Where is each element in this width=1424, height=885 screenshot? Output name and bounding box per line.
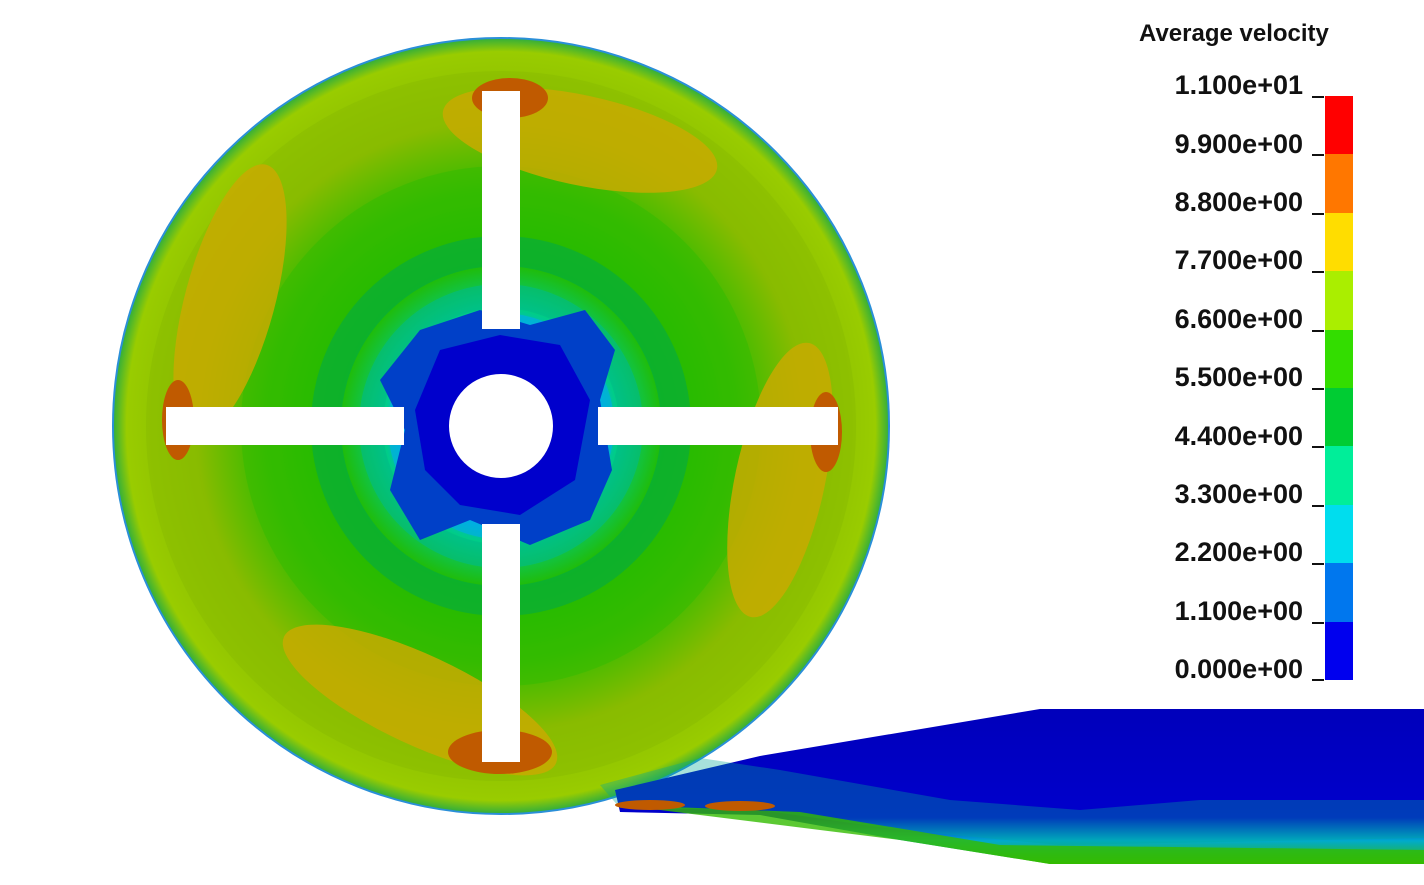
blade-top <box>482 91 520 329</box>
blade-bottom <box>482 524 520 762</box>
legend-tick-label: 0.000e+00 <box>1174 654 1303 684</box>
legend-tick-label: 9.900e+00 <box>1174 129 1303 159</box>
legend-tick-mark <box>1312 563 1324 565</box>
color-bar-segment <box>1325 622 1353 680</box>
legend-tick-mark <box>1312 388 1324 390</box>
outlet-duct <box>600 709 1424 864</box>
legend-tick-mark <box>1312 271 1324 273</box>
color-bar-segment <box>1325 563 1353 622</box>
legend-tick-mark <box>1312 330 1324 332</box>
legend-tick-label: 1.100e+01 <box>1174 70 1303 100</box>
legend-tick-label: 1.100e+00 <box>1174 596 1303 626</box>
impeller-blades <box>166 91 838 762</box>
legend-tick-mark <box>1312 96 1324 98</box>
blade-left <box>166 407 404 445</box>
legend-title: Average velocity <box>1139 20 1329 47</box>
legend-tick-mark <box>1312 213 1324 215</box>
legend-tick-label: 5.500e+00 <box>1174 362 1303 392</box>
legend-tick-label: 6.600e+00 <box>1174 304 1303 334</box>
color-bar-segment <box>1325 213 1353 272</box>
legend-tick-mark <box>1312 679 1324 681</box>
legend-tick-label: 2.200e+00 <box>1174 537 1303 567</box>
legend-tick-mark <box>1312 446 1324 448</box>
legend-tick-label: 8.800e+00 <box>1174 187 1303 217</box>
legend-tick-mark <box>1312 154 1324 156</box>
color-bar-segment <box>1325 388 1353 447</box>
color-bar-segment <box>1325 154 1353 213</box>
legend-tick-mark <box>1312 505 1324 507</box>
legend-tick-label: 4.400e+00 <box>1174 421 1303 451</box>
legend-tick-mark <box>1312 622 1324 624</box>
color-bar-segment <box>1325 96 1353 155</box>
color-bar <box>1325 96 1353 680</box>
color-bar-segment <box>1325 446 1353 505</box>
color-bar-segment <box>1325 271 1353 330</box>
legend-tick-label: 3.300e+00 <box>1174 479 1303 509</box>
color-bar-segment <box>1325 330 1353 389</box>
impeller-hub <box>449 374 553 478</box>
legend-tick-label: 7.700e+00 <box>1174 245 1303 275</box>
blade-right <box>598 407 838 445</box>
color-bar-segment <box>1325 505 1353 564</box>
